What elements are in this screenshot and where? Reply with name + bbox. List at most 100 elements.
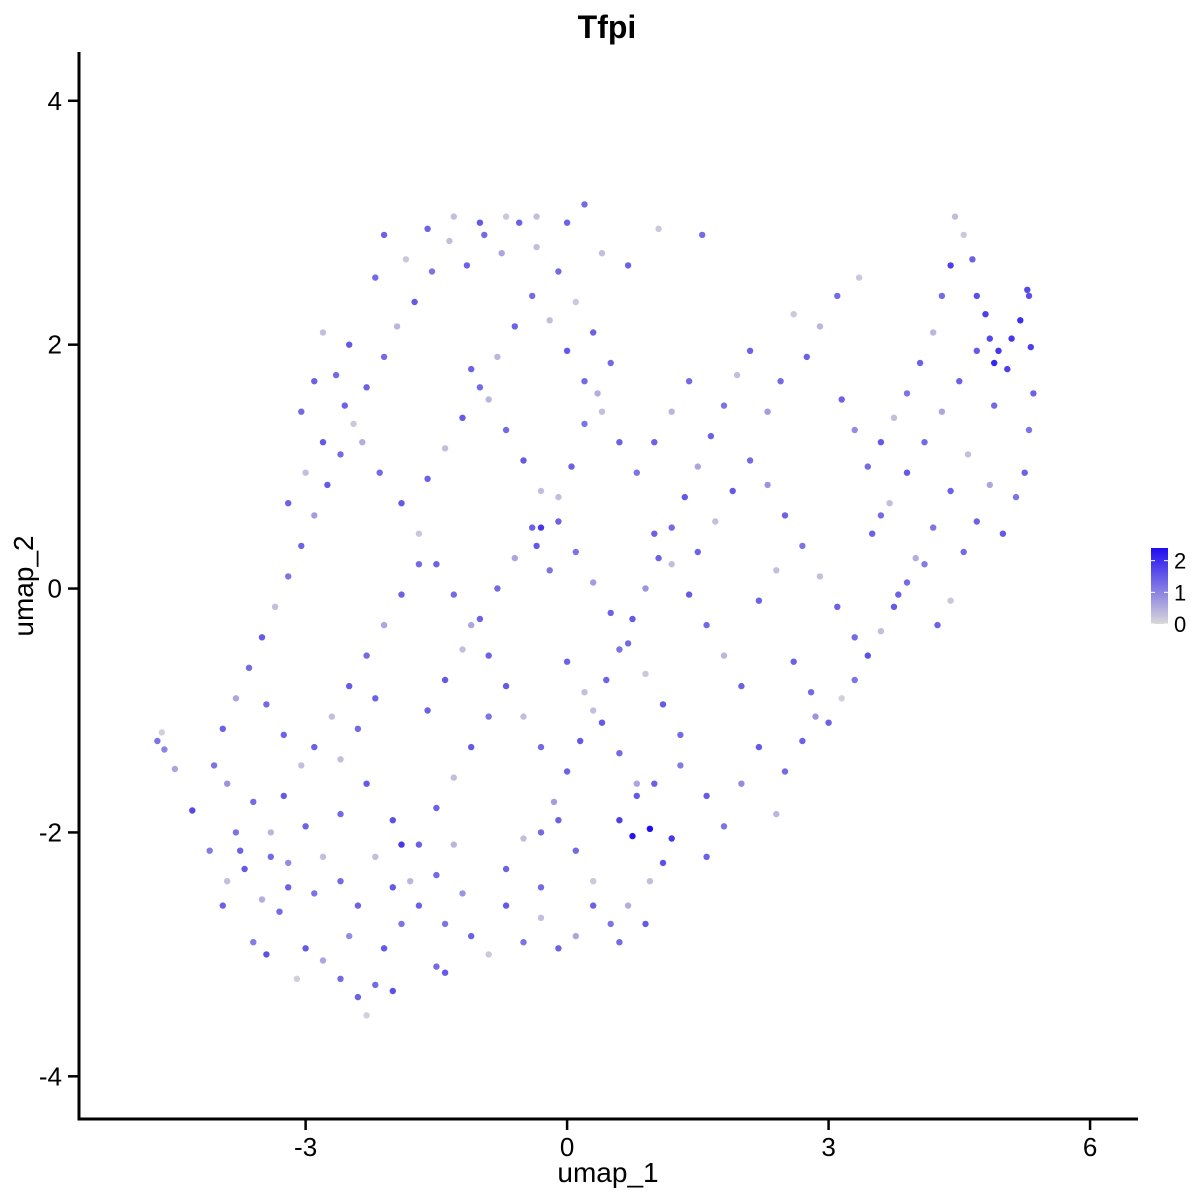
x-tick-label: 0 [560,1132,574,1162]
cell-point [720,652,728,659]
cell-point [746,457,754,464]
cell-point [781,512,789,519]
cell-point [633,792,640,800]
x-tick-label: 6 [1083,1132,1097,1162]
cell-point [903,469,911,476]
cell-point [855,274,863,281]
cell-point [411,298,418,306]
cell-point [947,487,954,495]
cell-point [311,512,318,519]
cell-point [428,268,436,275]
cell-point [481,231,488,239]
cell-point [790,658,797,665]
cell-point [590,878,597,885]
cell-point [219,902,226,909]
cell-point [485,652,492,659]
cell-point [703,792,710,800]
cell-point [237,847,244,854]
cell-point [834,292,841,300]
cell-point [354,902,362,909]
cell-point [1025,292,1033,300]
cell-point [755,743,763,751]
cell-point [738,682,745,690]
cell-point [380,945,388,952]
cell-point [890,603,898,610]
cell-point [973,518,980,525]
cell-point [624,262,632,269]
cell-point [189,807,196,814]
cell-point [572,932,579,940]
cell-point [245,664,253,671]
cell-point [668,524,675,531]
cell-point [415,530,423,537]
cell-point [960,231,967,239]
cell-point [934,621,941,629]
cell-point [337,451,344,458]
cell-point [398,500,405,507]
cell-point [450,774,457,781]
cell-point [624,902,632,909]
cell-point [777,378,784,385]
cell-point [838,695,845,702]
cell-point [607,920,614,928]
y-axis-title: umap_2 [8,535,39,636]
cell-point [733,371,741,379]
cell-point [986,335,993,342]
cell-point [285,500,292,507]
cell-point [633,780,640,787]
cell-point [341,402,348,409]
cell-point [616,646,623,653]
cell-point [825,719,832,726]
cell-point [655,554,662,562]
cell-point [285,859,292,867]
cell-point [912,554,919,562]
cell-point [350,420,357,428]
cell-point [376,469,383,476]
cell-point [424,225,431,232]
cell-point [563,658,571,665]
cell-point [655,225,662,232]
cell-point [986,481,993,489]
cell-point [812,713,819,720]
cell-point [790,311,797,318]
cell-point [1004,365,1011,373]
cell-point [694,548,701,556]
cell-point [537,743,545,751]
cell-point [298,542,305,550]
cell-point [520,835,527,842]
cell-point [1030,390,1037,397]
cell-point [694,463,701,470]
scatter-points [154,201,1037,1019]
cell-point [642,670,649,678]
cell-point [363,780,370,787]
cell-point [916,359,924,367]
cell-point [685,591,693,598]
cell-point [903,390,911,397]
cell-point [258,634,266,641]
cell-point [629,615,636,623]
cell-point [380,231,388,239]
cell-point [533,243,540,251]
cell-point [529,292,536,300]
cell-point [224,878,231,885]
cell-point [450,213,457,220]
cell-point [363,652,370,659]
cell-point [498,250,505,257]
legend-colorbar [1151,548,1168,624]
cell-point [642,920,649,928]
cell-point [590,579,597,586]
cell-point [446,237,453,245]
legend-tick-label: 2 [1174,549,1186,574]
cell-point [964,451,972,458]
cell-point [877,439,885,446]
cell-point [572,548,579,556]
cell-point [502,682,510,690]
y-tick-label: 4 [48,86,62,116]
cell-point [764,408,771,415]
x-axis-title: umap_1 [557,1157,658,1188]
cell-point [563,768,571,775]
cell-point [258,896,266,903]
cell-point [646,825,654,832]
cell-point [598,719,606,726]
